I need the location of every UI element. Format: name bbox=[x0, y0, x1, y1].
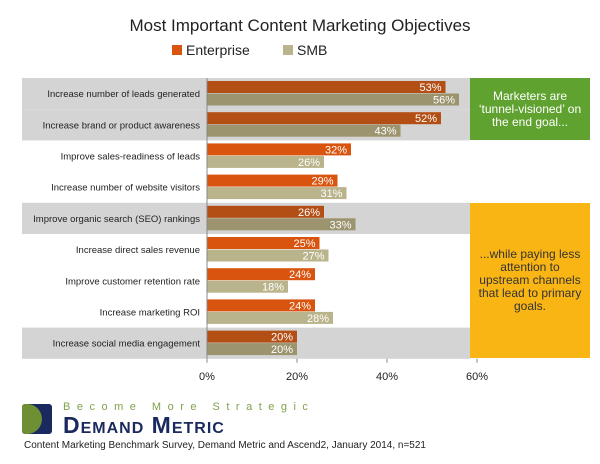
legend-label-1: SMB bbox=[297, 42, 327, 58]
category-label: Improve organic search (SEO) rankings bbox=[33, 214, 200, 225]
category-label: Increase marketing ROI bbox=[100, 308, 200, 319]
data-label: 28% bbox=[307, 313, 329, 325]
category-label: Improve sales-readiness of leads bbox=[61, 152, 201, 163]
x-tick-label: 60% bbox=[466, 371, 488, 383]
category-label: Increase brand or product awareness bbox=[43, 120, 201, 131]
category-label: Increase social media engagement bbox=[53, 339, 201, 350]
bar-enterprise bbox=[207, 205, 324, 218]
bar-enterprise bbox=[207, 237, 320, 249]
x-tick-label: 0% bbox=[199, 371, 215, 383]
category-label: Increase direct sales revenue bbox=[76, 245, 200, 256]
bar-smb bbox=[207, 93, 459, 106]
bar-enterprise bbox=[207, 299, 315, 312]
bar-smb bbox=[207, 280, 288, 293]
bar-smb bbox=[207, 249, 329, 262]
bar-enterprise bbox=[207, 268, 315, 281]
callout-green: Marketers are ‘tunnel-visioned’ on the e… bbox=[470, 78, 590, 140]
bar-enterprise bbox=[207, 112, 441, 125]
legend-label-0: Enterprise bbox=[186, 42, 250, 58]
data-label: 31% bbox=[320, 188, 342, 200]
data-label: 33% bbox=[329, 219, 351, 231]
data-label: 24% bbox=[289, 300, 311, 312]
demand-metric-logo-icon bbox=[22, 404, 52, 434]
bar-smb bbox=[207, 343, 297, 356]
data-label: 20% bbox=[271, 344, 293, 356]
logo-tagline: Become More Strategic bbox=[63, 401, 315, 413]
bar-enterprise bbox=[207, 330, 297, 343]
data-label: 29% bbox=[311, 176, 333, 188]
data-label: 32% bbox=[325, 144, 347, 156]
data-label: 27% bbox=[302, 251, 324, 263]
data-label: 26% bbox=[298, 157, 320, 169]
category-label: Improve customer retention rate bbox=[65, 276, 200, 287]
legend-swatch-1 bbox=[283, 45, 293, 55]
data-label: 24% bbox=[289, 269, 311, 281]
legend-swatch-0 bbox=[172, 45, 182, 55]
category-label: Increase number of leads generated bbox=[47, 89, 200, 100]
data-label: 53% bbox=[419, 82, 441, 94]
data-label: 56% bbox=[433, 95, 455, 107]
data-label: 25% bbox=[293, 238, 315, 250]
bar-smb bbox=[207, 124, 401, 137]
category-label: Increase number of website visitors bbox=[51, 183, 200, 194]
data-label: 20% bbox=[271, 332, 293, 344]
bar-smb bbox=[207, 311, 333, 324]
data-label: 26% bbox=[298, 207, 320, 219]
data-label: 18% bbox=[262, 282, 284, 294]
bar-smb bbox=[207, 155, 324, 168]
x-tick-label: 20% bbox=[286, 371, 308, 383]
source-footnote: Content Marketing Benchmark Survey, Dema… bbox=[24, 440, 426, 451]
bar-smb bbox=[207, 218, 356, 231]
bar-smb bbox=[207, 187, 347, 200]
chart-title: Most Important Content Marketing Objecti… bbox=[129, 16, 471, 35]
callout-orange: ...while paying less attention to upstre… bbox=[470, 203, 590, 358]
bar-chart: Enterprise SMB Increase number of leads ge… bbox=[22, 42, 488, 383]
data-label: 52% bbox=[415, 113, 437, 125]
x-tick-label: 40% bbox=[376, 371, 398, 383]
bar-enterprise bbox=[207, 174, 338, 187]
bar-enterprise bbox=[207, 143, 351, 156]
logo-name: Demand Metric bbox=[63, 412, 225, 438]
data-label: 43% bbox=[374, 126, 396, 138]
bar-enterprise bbox=[207, 81, 446, 93]
